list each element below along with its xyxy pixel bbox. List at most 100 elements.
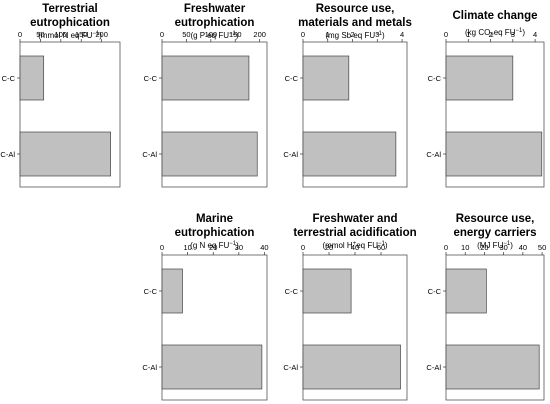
chart-title-line: terrestrial acidification [293,227,416,239]
x-tick-label: 1 [326,30,330,39]
chart-unit-label: (g P eq FU−1) [190,31,238,40]
unit-part: −1 [515,28,523,34]
unit-part: (kg CO [465,28,490,37]
category-label: C-Al [426,150,441,159]
x-tick-label: 100 [55,30,68,39]
chart-title-line: Climate change [453,10,538,22]
unit-part: 2 [490,33,494,39]
x-tick-label: 40 [351,243,359,252]
bar-c-al [302,131,397,177]
x-tick-label: 20 [325,243,333,252]
chart-panel-6: Freshwater and terrestrial acidification (… [283,213,417,401]
x-tick-label: 60 [377,243,385,252]
bar-c-al [19,131,111,177]
x-tick-label: 0 [160,30,164,39]
bar-c-al [161,131,258,177]
unit-part: (mg Sb eq FU [325,31,375,40]
x-tick-label: 0 [444,243,448,252]
chart-title-line: Terrestrial [42,3,97,15]
x-tick-label: 3 [511,30,515,39]
x-tick-label: 50 [538,243,546,252]
chart-title-line: materials and metals [298,17,412,29]
chart-panel-3: Resource use, materials and metals (mg Sb … [283,3,412,188]
unit-part: ) [382,31,385,40]
chart-title-line: eutrophication [175,17,255,29]
chart-unit-label: (g N eq FU−1) [190,241,239,250]
chart-unit-label: (mmol N eq FU−1) [38,31,102,40]
x-tick-label: 4 [533,30,537,39]
bar-c-c [445,55,514,101]
bar-c-c [302,268,352,314]
chart-title-line: Freshwater [184,3,246,15]
chart-unit-label: (mg Sb eq FU−1) [325,31,385,40]
bar-c-al [445,131,543,177]
category-label: C-Al [0,150,15,159]
x-tick-label: 50 [182,30,190,39]
category-label: C-C [428,74,442,83]
x-tick-label: 20 [480,243,488,252]
x-tick-label: 40 [260,243,268,252]
x-tick-label: 0 [160,243,164,252]
chart-title-line: Marine [196,213,233,225]
chart-title-line: Resource use, [316,3,395,15]
x-tick-label: 200 [95,30,108,39]
bar-c-c [302,55,350,101]
unit-part: (g N eq FU [190,241,229,250]
x-tick-label: 0 [301,243,305,252]
x-tick-label: 150 [229,30,242,39]
category-label: C-C [428,287,442,296]
category-label: C-Al [426,363,441,372]
bar-c-al [302,344,401,390]
category-label: C-C [144,287,158,296]
x-tick-label: 150 [75,30,88,39]
unit-part: eq FU [494,28,516,37]
chart-title-line: energy carriers [453,227,536,239]
unit-part: −1 [378,241,386,247]
chart-title-line: Resource use, [456,213,535,225]
x-tick-label: 20 [209,243,217,252]
unit-part: (MJ FU [477,241,503,250]
unit-part: −1 [229,31,237,37]
x-tick-label: 10 [461,243,469,252]
chart-title-line: eutrophication [175,227,255,239]
x-tick-label: 3 [375,30,379,39]
unit-part: ) [385,241,388,250]
unit-part: −1 [375,31,383,37]
category-label: C-Al [283,150,298,159]
x-tick-label: 0 [18,30,22,39]
unit-part: ) [99,31,102,40]
chart-title-line: eutrophication [30,17,110,29]
x-tick-label: 4 [400,30,404,39]
bar-c-c [445,268,487,314]
unit-part: ) [522,28,525,37]
category-label: C-Al [142,363,157,372]
chart-panel-5: Marine eutrophication (g N eq FU−1) 0 10 20 30… [142,213,269,401]
unit-part: (mmol N eq FU [38,31,92,40]
x-tick-label: 40 [519,243,527,252]
unit-part: eq FU [356,241,378,250]
category-label: C-C [144,74,158,83]
bar-c-c [161,55,250,101]
chart-unit-label: (MJ FU−1) [477,241,513,250]
unit-part: −1 [503,241,511,247]
unit-part: (g P eq FU [190,31,229,40]
x-tick-label: 1 [466,30,470,39]
x-tick-label: 200 [253,30,266,39]
x-tick-label: 50 [36,30,44,39]
unit-part: −1 [92,31,100,37]
x-tick-label: 30 [499,243,507,252]
x-tick-label: 2 [488,30,492,39]
bar-c-c [161,268,183,314]
chart-unit-label: (mmol H+eq FU−1) [322,241,387,250]
chart-title-line: Freshwater and [313,213,398,225]
bar-c-al [445,344,540,390]
x-tick-label: 10 [183,243,191,252]
x-tick-label: 100 [205,30,218,39]
x-tick-label: 0 [444,30,448,39]
x-tick-label: 30 [235,243,243,252]
x-tick-label: 0 [301,30,305,39]
chart-unit-label: (kg CO2eq FU−1) [465,28,525,39]
category-label: C-C [285,74,299,83]
unit-part: ) [236,31,239,40]
